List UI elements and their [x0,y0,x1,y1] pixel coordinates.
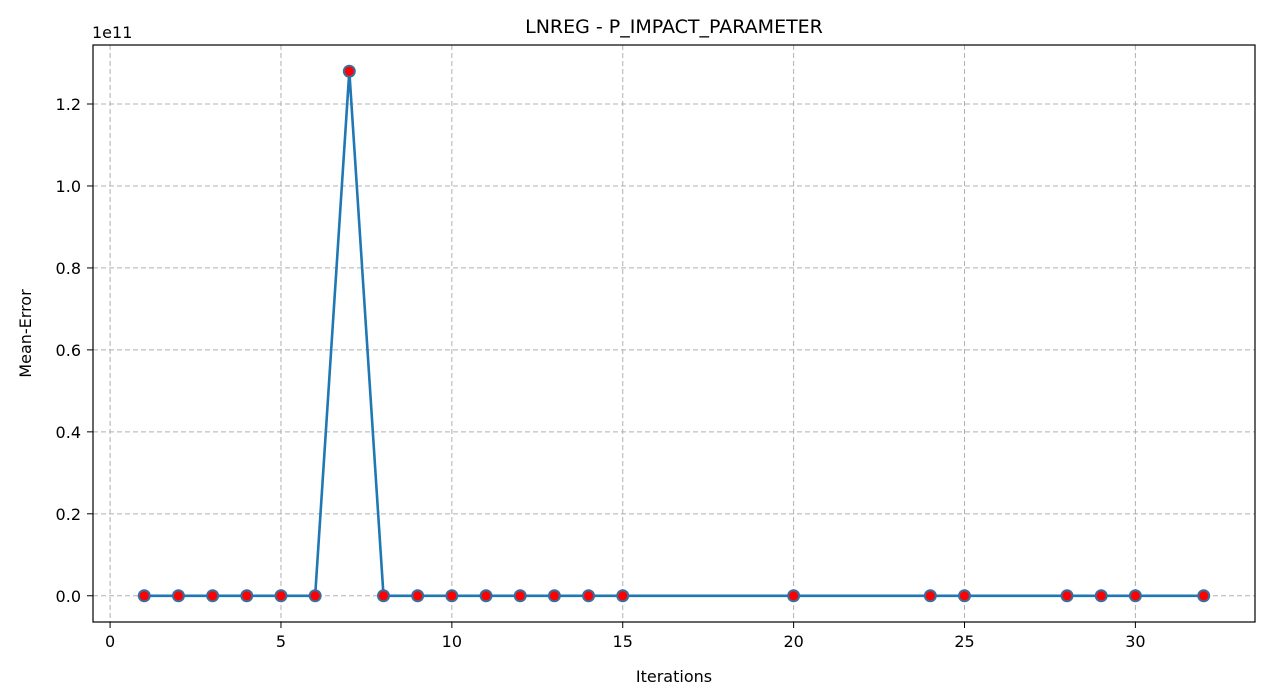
data-point [1094,589,1108,603]
series-line [144,71,1204,598]
x-axis-label: Iterations [636,667,712,686]
y-tick-label: 0.4 [56,423,81,442]
data-point [445,589,459,603]
data-point [377,589,390,603]
data-point [958,589,971,603]
y-tick-label: 1.2 [56,95,81,114]
data-point [137,589,151,603]
data-point [1197,589,1211,603]
data-point [1060,589,1074,603]
data-point [1128,589,1142,603]
data-point [616,589,630,603]
data-point [787,589,801,603]
y-tick-label: 0.0 [56,587,81,606]
y-tick-label: 0.2 [56,505,81,524]
data-point [274,589,288,603]
data-point [342,64,356,78]
y-tick-label: 0.8 [56,259,81,278]
axis-ticks: 0 5 10 15 20 25 30 0.0 0.2 0.4 0.6 0.8 1.0 1.2 [56,95,1146,651]
data-point [411,589,425,603]
data-point [547,589,561,603]
x-tick-label: 0 [105,632,115,651]
x-tick-label: 25 [954,632,974,651]
data-point [923,589,937,603]
plot-area [137,64,1211,603]
plot-frame [92,44,1256,623]
y-offset-label: 1e11 [92,23,132,42]
x-tick-label: 5 [276,632,286,651]
data-point [206,589,220,603]
data-point [479,589,493,603]
x-tick-label: 10 [442,632,462,651]
data-point [582,589,596,603]
x-tick-label: 20 [783,632,803,651]
data-point [171,589,185,603]
x-tick-label: 15 [613,632,633,651]
data-point [308,589,322,603]
data-point [513,589,527,603]
y-axis-label: Mean-Error [16,289,35,378]
grid [93,45,1255,622]
y-tick-label: 0.6 [56,341,81,360]
data-point [240,589,254,603]
chart-title: LNREG - P_IMPACT_PARAMETER [525,16,823,38]
x-tick-label: 30 [1125,632,1145,651]
y-tick-label: 1.0 [56,177,81,196]
